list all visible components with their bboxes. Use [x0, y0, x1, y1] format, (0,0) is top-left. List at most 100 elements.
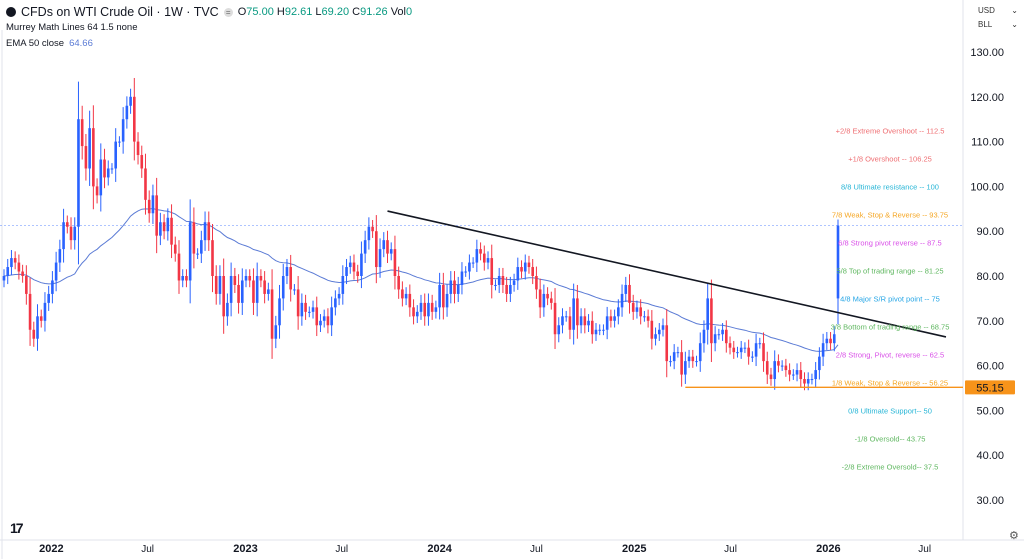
- candle-body: [587, 320, 590, 326]
- unit-select[interactable]: BLL ⌄: [978, 20, 1018, 29]
- candle-body: [635, 307, 639, 312]
- symbol-title[interactable]: CFDs on WTI Crude Oil · 1W · TVC: [21, 5, 219, 19]
- murrey-level-label: -1/8 Oversold-- 43.75: [855, 434, 926, 443]
- unit-label: BLL: [978, 20, 993, 29]
- candle-body: [687, 356, 691, 362]
- candle-body: [6, 267, 10, 276]
- candle-body: [129, 96, 132, 106]
- candle-body: [706, 298, 709, 330]
- price-tick-label: 80.00: [976, 271, 1004, 283]
- indicator-ema-label[interactable]: EMA 50 close: [6, 38, 65, 49]
- tradingview-logo[interactable]: 17: [10, 520, 24, 536]
- candle-body: [482, 253, 486, 263]
- candle-body: [352, 262, 356, 272]
- candle-body: [777, 361, 780, 366]
- price-tick-label: 40.00: [976, 450, 1004, 462]
- price-tick-label: 70.00: [976, 316, 1004, 328]
- candle-body: [590, 320, 594, 335]
- candle-body: [751, 356, 754, 358]
- candle-body: [73, 226, 77, 241]
- price-tick-label: 110.00: [971, 137, 1004, 149]
- candle-body: [114, 141, 117, 169]
- candle-body: [65, 222, 69, 227]
- candle-body: [743, 347, 747, 349]
- candle-body: [363, 240, 367, 254]
- candle-body: [561, 316, 564, 326]
- murrey-level-label: 4/8 Major S/R pivot point -- 75: [840, 294, 940, 303]
- candle-body: [531, 267, 534, 276]
- close-value: 91.26: [360, 6, 388, 18]
- candle-body: [289, 267, 292, 290]
- candle-body: [125, 105, 129, 120]
- candle-body: [80, 119, 84, 147]
- candle-body: [412, 307, 415, 317]
- candle-body: [672, 352, 676, 362]
- candle-body: [732, 347, 736, 353]
- candle-body: [378, 249, 382, 268]
- candle-body: [177, 253, 181, 281]
- candle-body: [535, 276, 538, 290]
- candle-body: [468, 262, 471, 272]
- equals-icon: =: [223, 7, 233, 17]
- price-tick-label: 90.00: [976, 226, 1004, 238]
- candle-body: [188, 222, 192, 281]
- candle-body: [501, 276, 505, 285]
- candle-body: [408, 293, 412, 308]
- candle-body: [248, 276, 252, 281]
- candle-body: [334, 298, 337, 308]
- candle-body: [803, 379, 806, 384]
- gear-icon[interactable]: ⚙: [1009, 530, 1019, 542]
- low-label: L: [315, 6, 322, 18]
- candle-body: [669, 361, 672, 363]
- open-value: 75.00: [246, 6, 274, 18]
- candle-body: [620, 293, 624, 308]
- currency-select[interactable]: USD ⌄: [978, 6, 1018, 15]
- candle-body: [296, 289, 300, 317]
- high-value: 92.61: [284, 6, 313, 18]
- candle-body: [505, 284, 508, 294]
- candle-body: [252, 280, 255, 303]
- candle-body: [25, 276, 28, 294]
- candle-body: [47, 293, 50, 303]
- price-tick-label: 50.00: [976, 405, 1004, 417]
- candle-body: [419, 302, 423, 312]
- candle-body: [281, 276, 285, 299]
- candle-body: [345, 267, 348, 276]
- candle-body: [136, 141, 140, 156]
- candle-body: [43, 302, 47, 321]
- candle-body: [308, 311, 311, 313]
- candle-body: [51, 280, 54, 294]
- candle-body: [95, 186, 99, 196]
- candle-body: [77, 119, 80, 227]
- candle-body: [200, 240, 203, 254]
- candle-body: [62, 222, 65, 250]
- ema-50-line: [3, 207, 839, 352]
- candle-body: [557, 325, 561, 335]
- candle-body: [698, 343, 702, 362]
- candle-body: [233, 276, 237, 285]
- candle-body: [103, 159, 106, 178]
- candle-body: [754, 343, 758, 357]
- candle-body: [609, 316, 613, 321]
- candle-body: [211, 240, 214, 276]
- symbol-logo-icon: [6, 7, 16, 17]
- candle-body: [244, 276, 248, 281]
- candle-body: [196, 253, 199, 255]
- candle-body: [203, 222, 207, 241]
- candle-body: [762, 343, 765, 362]
- candle-body: [17, 262, 21, 272]
- candle-body: [821, 343, 825, 357]
- candle-body: [721, 329, 724, 335]
- candle-body: [717, 334, 721, 336]
- candle-body: [166, 217, 170, 232]
- candle-body: [404, 293, 408, 299]
- indicator-murrey-math[interactable]: Murrey Math Lines 64 1.5 none: [6, 22, 138, 33]
- candle-body: [181, 276, 185, 281]
- candle-body: [657, 329, 661, 335]
- candle-body: [512, 280, 516, 285]
- candle-body: [397, 276, 400, 290]
- candle-body: [32, 329, 36, 339]
- time-tick-label: Jul: [141, 544, 154, 555]
- candle-body: [471, 262, 475, 264]
